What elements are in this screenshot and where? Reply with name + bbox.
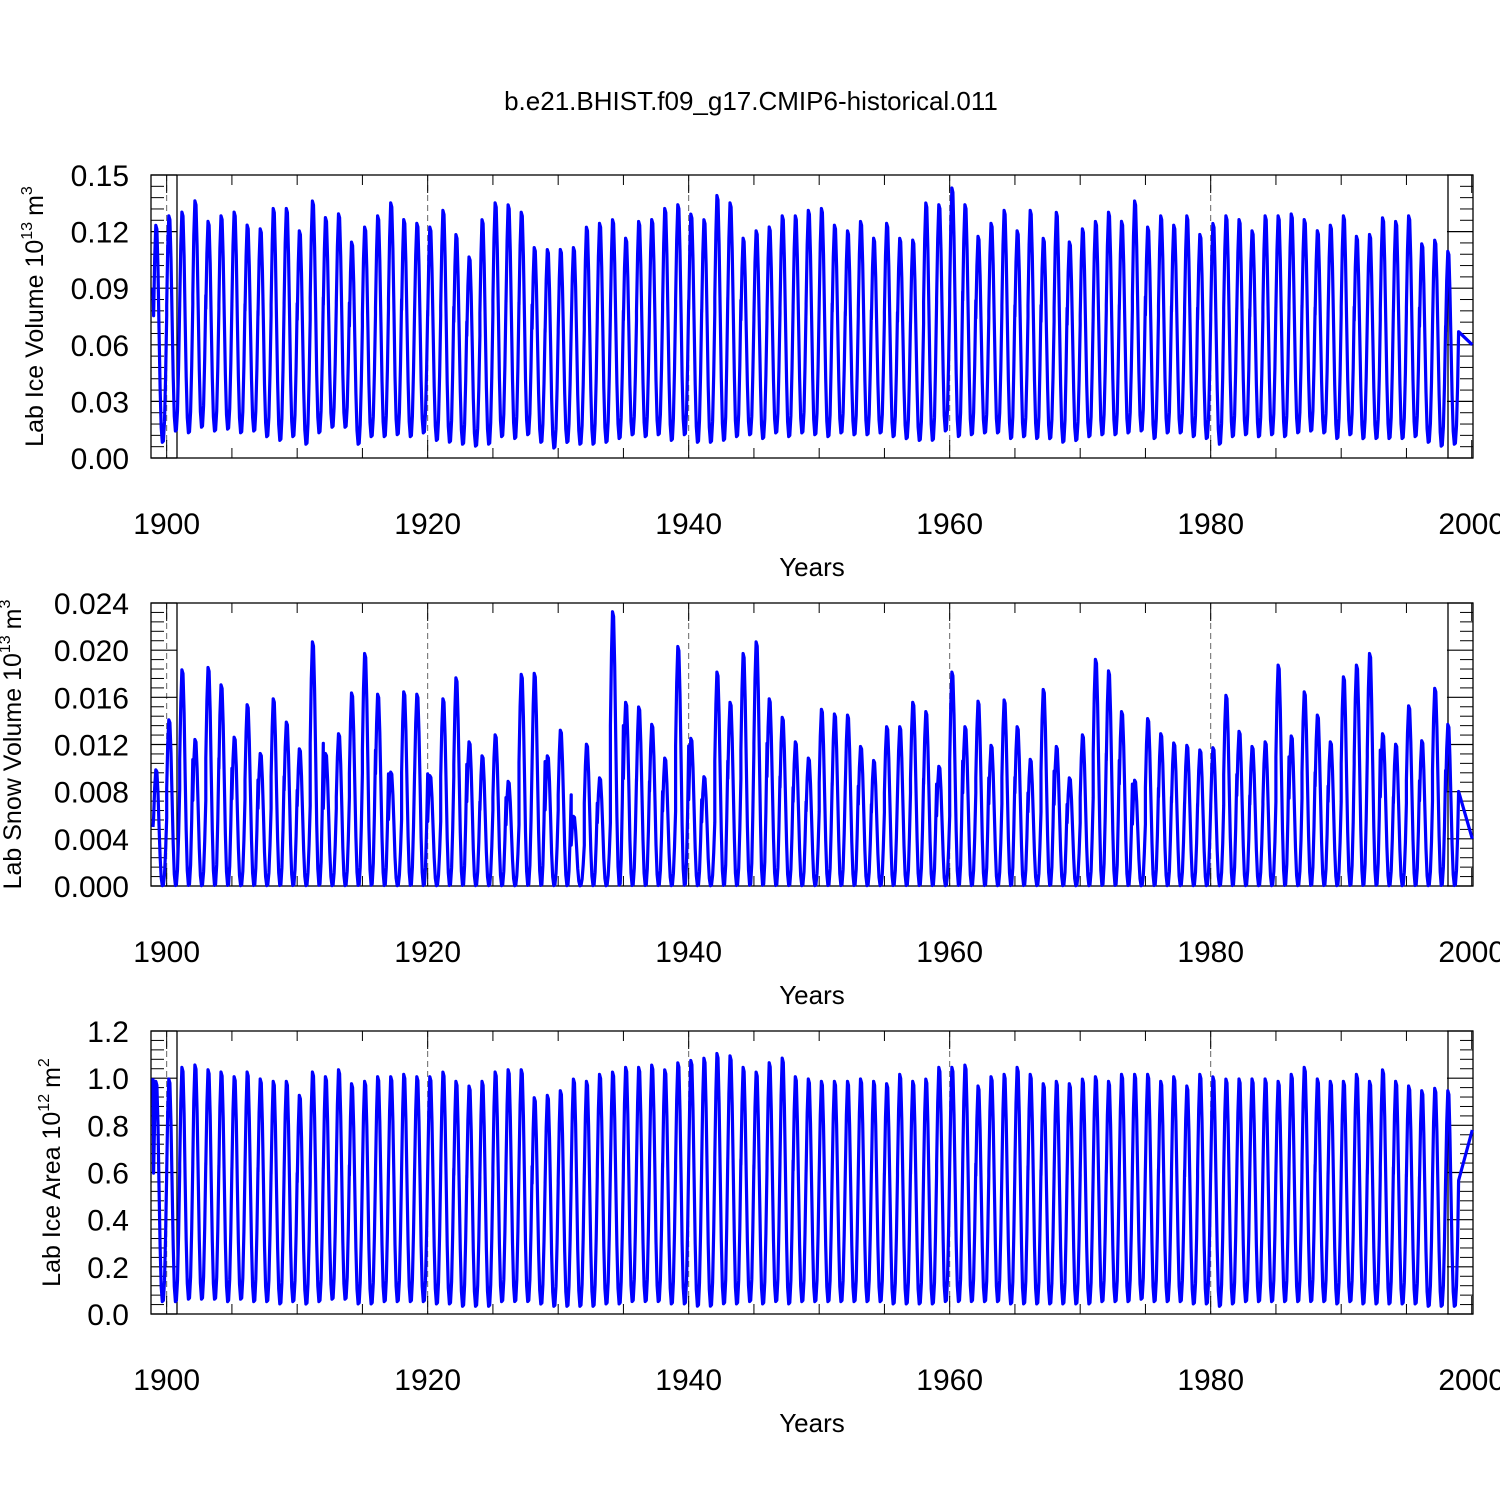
y-axis-label-exponent: 13 [19, 222, 36, 240]
x-tick-label: 2000 [1438, 508, 1500, 541]
y-tick-label: 1.0 [87, 1063, 129, 1096]
x-axis-label: Years [779, 1408, 845, 1438]
x-tick-label: 1960 [916, 936, 983, 969]
y-tick-label: 0.09 [71, 273, 129, 306]
y-axis-label-unit-exponent: 3 [0, 600, 14, 609]
y-axis-label-main: Lab Ice Volume 10 [21, 240, 49, 447]
y-tick-label: 0.016 [54, 682, 129, 715]
y-axis-label-unit-exponent: 3 [19, 186, 36, 195]
chart-panel-2: 0.000 0.004 0.008 0.012 0.016 0.020 0.024 1900 1… [0, 588, 1500, 1010]
x-tick-label: 1920 [394, 1364, 461, 1397]
y-tick-label: 0.03 [71, 386, 129, 419]
y-axis-label-main: Lab Ice Area 10 [38, 1112, 66, 1287]
y-axis-label: Lab Ice Volume 1013 m3 [19, 186, 49, 447]
y-tick-label: 0.15 [71, 160, 129, 193]
x-tick-label: 1980 [1177, 1364, 1244, 1397]
x-tick-label: 1940 [655, 936, 722, 969]
y-axis-label-unit: m [38, 1067, 66, 1088]
y-tick-label: 0.004 [54, 824, 129, 857]
y-axis-label-unit: m [21, 195, 49, 216]
x-tick-label: 1940 [655, 508, 722, 541]
y-tick-label: 1.2 [87, 1016, 129, 1049]
x-tick-label: 1980 [1177, 936, 1244, 969]
y-tick-label: 0.12 [71, 217, 129, 250]
x-tick-label: 2000 [1438, 936, 1500, 969]
y-axis-label-exponent: 12 [36, 1094, 53, 1112]
y-tick-label: 0.2 [87, 1252, 129, 1285]
series-line-3 [151, 1051, 1474, 1308]
y-tick-label: 0.000 [54, 871, 129, 904]
series-line-1 [151, 186, 1474, 450]
x-axis-label: Years [779, 980, 845, 1010]
x-tick-label: 1960 [916, 1364, 983, 1397]
y-axis-label-unit: m [0, 609, 27, 630]
y-tick-label: 0.00 [71, 443, 129, 476]
y-axis-label: Lab Snow Volume 1013 m3 [0, 600, 27, 890]
chart-panel-3: 0.0 0.2 0.4 0.6 0.8 1.0 1.2 1900 1920 1940 1960 198… [36, 1016, 1500, 1438]
series-line-2 [151, 610, 1474, 888]
chart-title: b.e21.BHIST.f09_g17.CMIP6-historical.011 [504, 86, 998, 116]
plot-frame [150, 174, 1474, 459]
y-tick-label: 0.012 [54, 730, 129, 763]
x-tick-label: 2000 [1438, 1364, 1500, 1397]
x-tick-label: 1900 [133, 936, 200, 969]
x-tick-label: 1920 [394, 508, 461, 541]
y-tick-label: 0.0 [87, 1299, 129, 1332]
chart-panel-1: 0.00 0.03 0.06 0.09 0.12 0.15 1900 1920 1940 1960… [19, 160, 1500, 582]
y-tick-label: 0.4 [87, 1205, 129, 1238]
x-tick-label: 1960 [916, 508, 983, 541]
x-axis-label: Years [779, 552, 845, 582]
y-tick-label: 0.06 [71, 330, 129, 363]
y-tick-label: 0.8 [87, 1110, 129, 1143]
y-axis-label-unit-exponent: 2 [36, 1058, 53, 1067]
x-tick-label: 1940 [655, 1364, 722, 1397]
y-tick-label: 0.6 [87, 1158, 129, 1191]
x-tick-label: 1920 [394, 936, 461, 969]
y-axis-label-exponent: 13 [0, 635, 14, 653]
y-tick-label: 0.020 [54, 635, 129, 668]
x-tick-label: 1980 [1177, 508, 1244, 541]
y-tick-label: 0.024 [54, 588, 129, 621]
y-axis-label-main: Lab Snow Volume 10 [0, 653, 27, 889]
y-tick-label: 0.008 [54, 777, 129, 810]
x-tick-label: 1900 [133, 1364, 200, 1397]
x-tick-label: 1900 [133, 508, 200, 541]
y-axis-label: Lab Ice Area 1012 m2 [36, 1058, 66, 1287]
